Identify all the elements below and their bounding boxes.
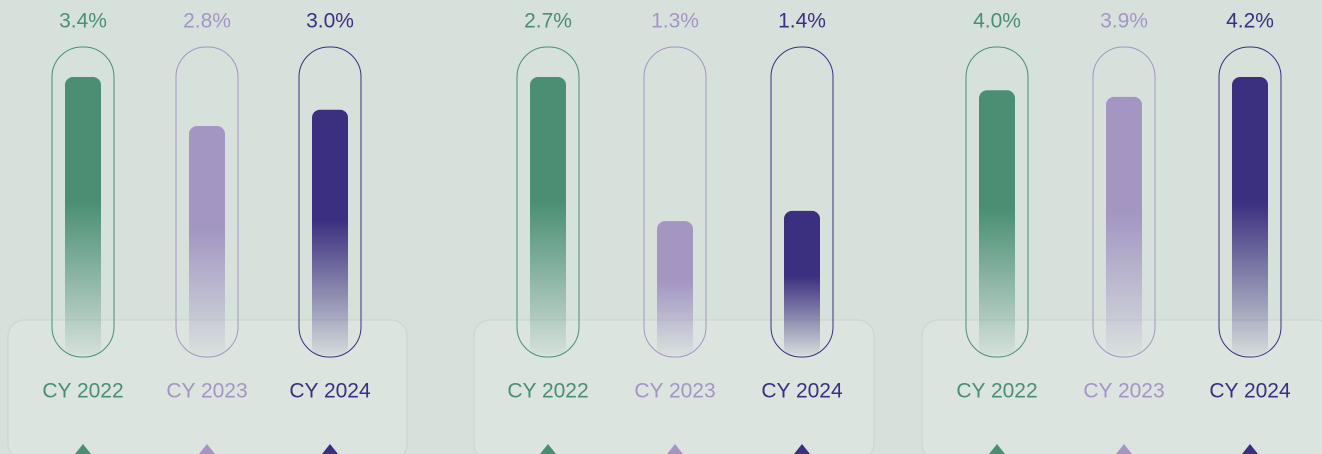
bar — [530, 77, 566, 355]
category-label: CY 2022 — [956, 380, 1037, 403]
bar-outline — [1092, 46, 1156, 358]
bar-outline — [516, 46, 580, 358]
marker — [322, 444, 338, 454]
category-label: CY 2023 — [1083, 380, 1164, 403]
category-label: CY 2024 — [1209, 380, 1291, 403]
marker — [1242, 444, 1258, 454]
bar-outline — [965, 46, 1029, 358]
value-label: 4.2% — [1226, 10, 1274, 33]
bar-outline — [175, 46, 239, 358]
value-label: 3.0% — [306, 10, 354, 33]
bar-outline — [643, 46, 707, 358]
value-label: 2.7% — [524, 10, 572, 33]
value-label: 1.3% — [651, 10, 699, 33]
bar — [979, 90, 1015, 355]
category-label: CY 2023 — [634, 380, 715, 403]
bar-outline — [770, 46, 834, 358]
value-label: 4.0% — [973, 10, 1021, 33]
marker — [667, 444, 683, 454]
bar — [65, 77, 101, 355]
value-label: 1.4% — [778, 10, 826, 33]
category-label: CY 2022 — [42, 380, 123, 403]
marker — [199, 444, 215, 454]
bar-outline — [298, 46, 362, 358]
bar-outline — [51, 46, 115, 358]
marker — [1116, 444, 1132, 454]
marker — [75, 444, 91, 454]
bar — [1232, 77, 1268, 355]
value-label: 3.9% — [1100, 10, 1148, 33]
category-label: CY 2023 — [166, 380, 247, 403]
value-label: 3.4% — [59, 10, 107, 33]
bar — [657, 221, 693, 355]
value-label: 2.8% — [183, 10, 231, 33]
category-label: CY 2024 — [761, 380, 843, 403]
bar — [784, 210, 820, 355]
marker — [794, 444, 810, 454]
bar — [312, 109, 348, 356]
category-label: CY 2022 — [507, 380, 588, 403]
marker — [540, 444, 556, 454]
bar — [1106, 96, 1142, 355]
bar — [189, 126, 225, 355]
bar-outline — [1218, 46, 1282, 358]
category-label: CY 2024 — [289, 380, 371, 403]
marker — [989, 444, 1005, 454]
